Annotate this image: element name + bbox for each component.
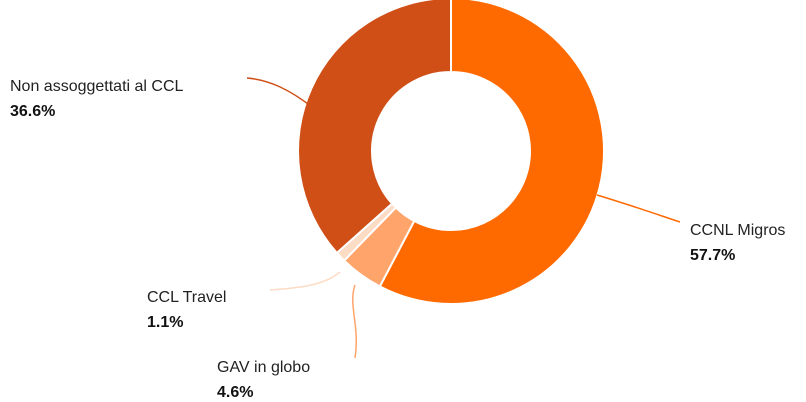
slice-label-gav-in-globo: GAV in globo xyxy=(217,359,310,376)
slice-label-ccl-travel: CCL Travel xyxy=(147,289,226,306)
slice-label-non-assoggettati: Non assoggettati al CCL xyxy=(10,78,184,95)
leader-ccl-travel xyxy=(269,271,341,291)
slice-value-non-assoggettati: 36.6% xyxy=(10,103,55,120)
leader-non-assoggettati xyxy=(246,77,313,108)
label-non-assoggettati: Non assoggettati al CCL 36.6% xyxy=(10,78,184,120)
label-gav-in-globo: GAV in globo 4.6% xyxy=(217,359,310,401)
slice-label-ccnl-migros: CCNL Migros xyxy=(690,222,785,239)
slice-value-ccl-travel: 1.1% xyxy=(147,314,183,331)
label-ccl-travel: CCL Travel 1.1% xyxy=(147,289,226,331)
donut-slices xyxy=(297,0,605,305)
slice-value-ccnl-migros: 57.7% xyxy=(690,247,735,264)
label-ccnl-migros: CCNL Migros 57.7% xyxy=(690,222,785,264)
leader-lines xyxy=(246,77,681,359)
leader-gav-in-globo xyxy=(352,284,357,359)
leader-ccnl-migros xyxy=(596,194,681,223)
slice-non-assoggettati-al-ccl xyxy=(297,0,452,255)
slice-value-gav-in-globo: 4.6% xyxy=(217,384,253,401)
slice-ccnl-migros xyxy=(378,0,605,305)
